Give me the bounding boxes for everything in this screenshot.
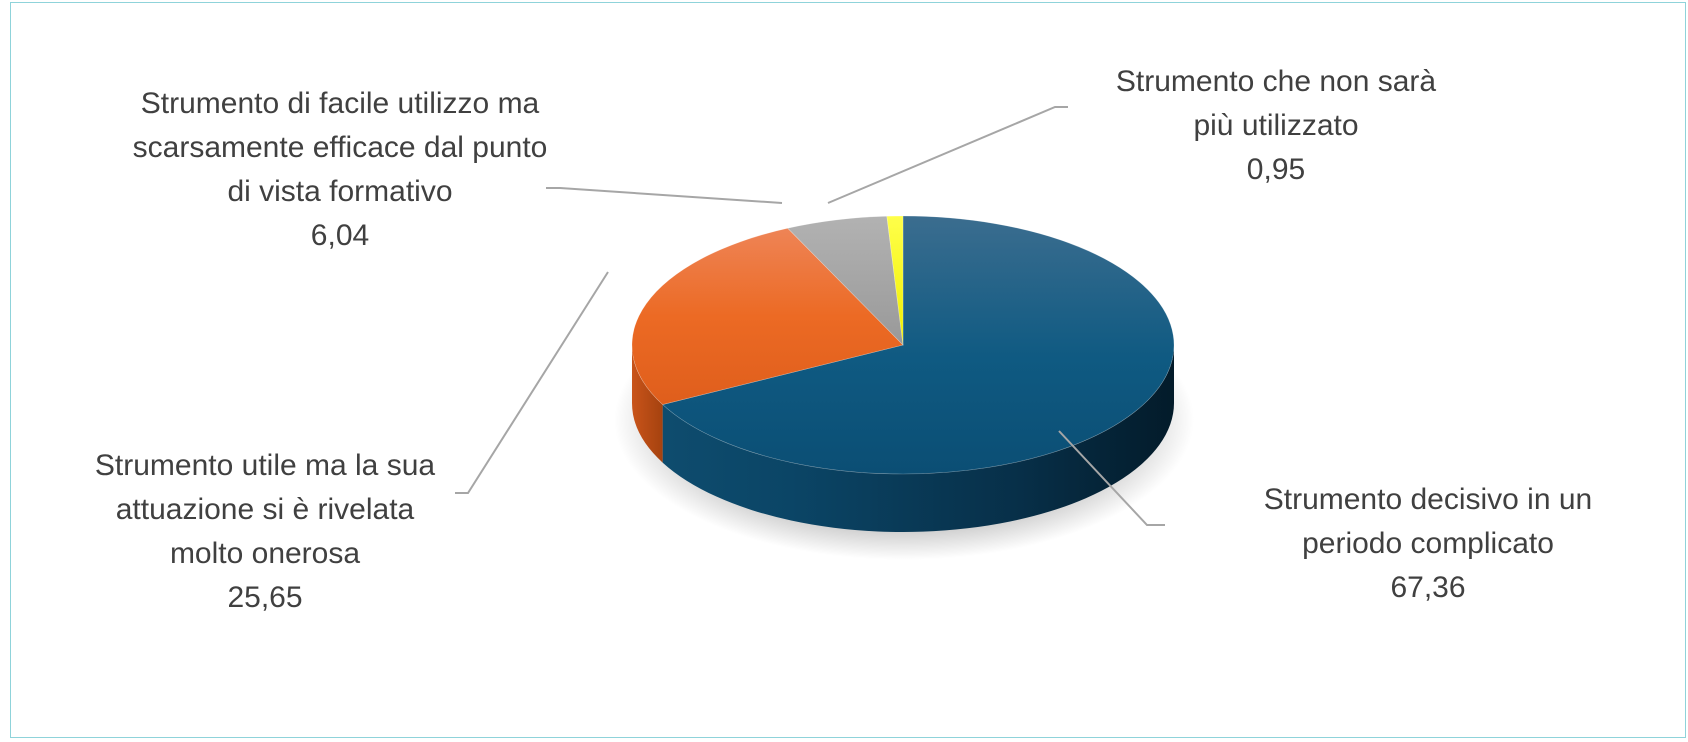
pie-slice (787, 215, 904, 346)
pie-slice (631, 227, 904, 405)
data-label-category: Strumento decisivo in un periodo complic… (1263, 483, 1593, 560)
data-label-value: 67,36 (1390, 571, 1466, 604)
pie-slice (886, 215, 904, 346)
pie-slice-side (632, 345, 663, 463)
data-label-value: 0,95 (1246, 153, 1306, 186)
data-label-category: Strumento che non sarà più utilizzato (1115, 65, 1437, 142)
leader-line (1058, 430, 1165, 526)
data-label-value: 6,04 (310, 219, 370, 252)
data-label-category: Strumento utile ma la sua attuazione si … (94, 449, 436, 570)
data-label: Strumento utile ma la sua attuazione si … (40, 444, 490, 620)
data-label: Strumento di facile utilizzo ma scarsame… (80, 82, 600, 258)
data-label: Strumento decisivo in un periodo complic… (1168, 478, 1688, 610)
data-label-value: 25,65 (227, 581, 303, 614)
leader-line (827, 106, 1068, 204)
leader-line (546, 187, 783, 204)
data-label: Strumento che non sarà più utilizzato 0,9… (1066, 60, 1486, 192)
pie-slice (662, 215, 1175, 475)
data-label-category: Strumento di facile utilizzo ma scarsame… (132, 87, 548, 208)
leader-line (455, 271, 609, 494)
pie-slice-side (662, 345, 1174, 532)
